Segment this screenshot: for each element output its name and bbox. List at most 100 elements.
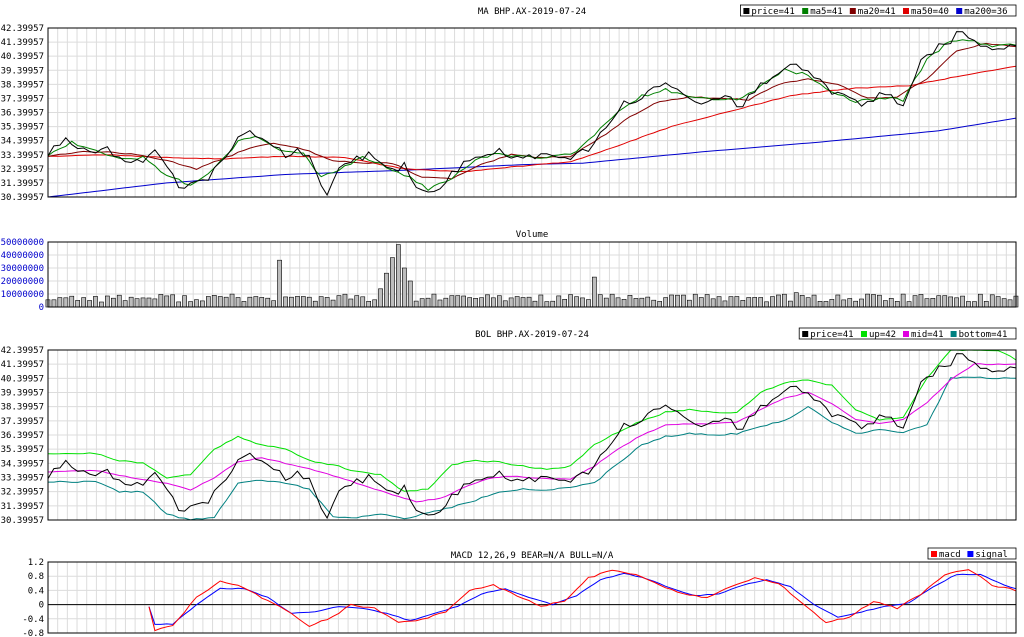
volume-bar xyxy=(140,297,146,308)
volume-bar xyxy=(835,294,841,308)
ma-y-tick-label: 39.39957 xyxy=(1,66,44,76)
ma-plot-frame xyxy=(47,27,1017,198)
volume-bar xyxy=(603,297,609,308)
volume-bar xyxy=(966,301,971,308)
bollinger-y-tick-label: 37.39957 xyxy=(1,417,44,427)
volume-bar xyxy=(675,294,680,308)
volume-bar xyxy=(686,299,692,308)
ma-series xyxy=(47,31,1017,198)
volume-y-tick-label: 10000000 xyxy=(1,290,44,300)
volume-panel-title: Volume xyxy=(516,230,549,240)
volume-bar xyxy=(995,296,1001,308)
volume-bar xyxy=(989,294,995,308)
volume-bar xyxy=(490,297,496,308)
volume-bar xyxy=(847,298,853,308)
volume-y-tick-label: 30000000 xyxy=(1,264,44,274)
volume-bar xyxy=(544,301,550,308)
volume-bar xyxy=(538,294,544,308)
volume-bar xyxy=(289,296,294,308)
volume-bar xyxy=(704,294,710,308)
volume-bar xyxy=(663,297,668,308)
volume-bar xyxy=(253,296,259,308)
bollinger-y-tick-label: 38.39957 xyxy=(1,403,44,413)
volume-bar xyxy=(728,296,734,308)
volume-bar xyxy=(241,301,247,308)
ma-legend-swatch xyxy=(802,8,809,14)
macd-y-tick-label: 0.4 xyxy=(28,586,44,596)
volume-bar xyxy=(283,296,288,308)
volume-bar xyxy=(550,300,556,308)
volume-bar xyxy=(948,296,953,308)
macd-y-tick-label: -0.8 xyxy=(22,629,44,637)
volume-bar xyxy=(811,294,817,308)
macd-y-tick-label: 0.8 xyxy=(28,572,44,582)
volume-bar xyxy=(194,299,199,308)
bollinger-y-tick-label: 41.39957 xyxy=(1,360,44,370)
volume-bar xyxy=(954,297,959,308)
volume-bar xyxy=(645,296,651,308)
bollinger-panel: BOL BHP.AX-2019-07-24 42.39957 41.39957 40… xyxy=(1,327,1017,526)
volume-bar xyxy=(520,297,526,308)
volume-bar xyxy=(805,297,811,308)
volume-bar xyxy=(134,298,140,308)
volume-bar xyxy=(960,295,965,308)
volume-bar xyxy=(99,301,104,308)
volume-bar xyxy=(419,298,425,308)
volume-bar xyxy=(692,293,698,308)
macd-y-tick-label: -0.4 xyxy=(22,615,44,625)
ma-grid xyxy=(48,27,1016,198)
volume-bar xyxy=(235,297,241,308)
ma-y-tick-label: 37.39957 xyxy=(1,94,44,104)
ma-legend-entry: ma200=36 xyxy=(964,7,1007,17)
bollinger-bottom-line xyxy=(48,376,1017,521)
volume-bar xyxy=(698,297,704,308)
ma-legend-entry: ma20=41 xyxy=(858,7,896,17)
volume-bar xyxy=(211,294,217,308)
volume-bar xyxy=(871,294,876,308)
volume-bar xyxy=(271,300,277,308)
bollinger-y-tick-label: 31.39957 xyxy=(1,502,44,512)
volume-bar xyxy=(75,300,80,308)
bollinger-y-tick-label: 35.39957 xyxy=(1,445,44,455)
ma-y-tick-label: 32.39957 xyxy=(1,165,44,175)
volume-bar xyxy=(615,297,621,308)
ma-legend-swatch xyxy=(956,8,963,14)
bollinger-legend-swatch xyxy=(802,331,809,337)
volume-bar xyxy=(930,297,936,308)
bollinger-mid-line xyxy=(47,363,1017,503)
macd-grid xyxy=(48,561,1016,634)
volume-bar xyxy=(681,294,686,308)
ma-y-tick-label: 34.39957 xyxy=(1,137,44,147)
volume-bar xyxy=(722,300,728,308)
volume-bar xyxy=(312,300,318,308)
volume-plot-frame xyxy=(47,241,1017,308)
volume-bar xyxy=(449,295,455,308)
volume-bar xyxy=(425,297,431,308)
volume-bar xyxy=(568,294,573,308)
volume-bar xyxy=(639,297,645,308)
macd-panel-title: MACD 12,26,9 BEAR=N/A BULL=N/A xyxy=(451,551,614,561)
bollinger-panel-title: BOL BHP.AX-2019-07-24 xyxy=(475,330,589,340)
volume-bar xyxy=(740,299,746,308)
volume-bar xyxy=(906,301,912,308)
volume-bar xyxy=(128,296,134,308)
volume-bar xyxy=(609,293,615,308)
volume-bar xyxy=(217,296,223,308)
volume-bar xyxy=(793,292,799,308)
bollinger-up-line xyxy=(47,349,1017,492)
volume-bar xyxy=(295,296,300,308)
volume-bar xyxy=(502,300,508,308)
volume-bar xyxy=(158,294,164,308)
volume-bar xyxy=(390,257,395,308)
volume-bar xyxy=(395,244,401,308)
volume-bar xyxy=(799,294,805,308)
volume-bar xyxy=(401,267,407,308)
volume-bar xyxy=(823,301,829,308)
bollinger-y-tick-label: 30.39957 xyxy=(1,516,44,526)
bollinger-y-tick-label: 34.39957 xyxy=(1,459,44,469)
volume-bar xyxy=(746,297,752,308)
volume-bar xyxy=(467,297,473,308)
macd-panel: MACD 12,26,9 BEAR=N/A BULL=N/A 1.2 0.8 0.4… xyxy=(22,547,1017,637)
ma-legend-entry: ma50=40 xyxy=(911,7,949,17)
volume-bar xyxy=(324,297,330,308)
